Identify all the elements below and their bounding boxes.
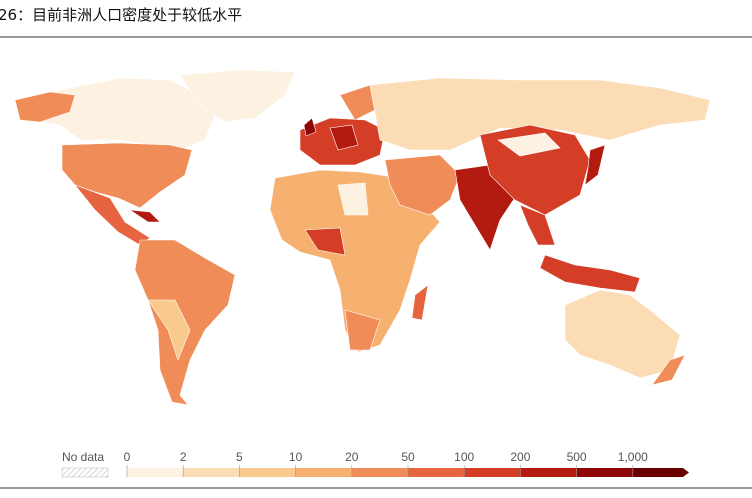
legend-swatch [127, 468, 184, 477]
legend-arrow [632, 468, 689, 477]
legend-tick-label: 10 [289, 450, 303, 464]
legend-swatch [295, 468, 352, 477]
legend-swatch [408, 468, 465, 477]
legend-tick-label: 500 [567, 450, 587, 464]
legend-swatch [576, 468, 633, 477]
legend-swatch [351, 468, 408, 477]
legend-swatch [520, 468, 577, 477]
legend-tick-label: 100 [454, 450, 474, 464]
world-map [14, 69, 711, 406]
legend-tick-label: 200 [510, 450, 530, 464]
legend-swatch [239, 468, 296, 477]
title: 26：目前非洲人口密度处于较低水平 [0, 6, 242, 24]
legend-swatch [464, 468, 521, 477]
legend-tick-label: 5 [236, 450, 243, 464]
legend-tick-label: 50 [401, 450, 415, 464]
legend-tick-label: 20 [345, 450, 359, 464]
legend-tick-label: 2 [180, 450, 187, 464]
legend: No data 0 2 5 10 20 50 100 200 500 1,000 [61, 450, 689, 478]
no-data-swatch [61, 467, 109, 478]
legend-tick-label: 0 [124, 450, 131, 464]
no-data-label: No data [62, 450, 104, 464]
legend-tick-label: 1,000 [618, 450, 648, 464]
legend-swatch [183, 468, 240, 477]
